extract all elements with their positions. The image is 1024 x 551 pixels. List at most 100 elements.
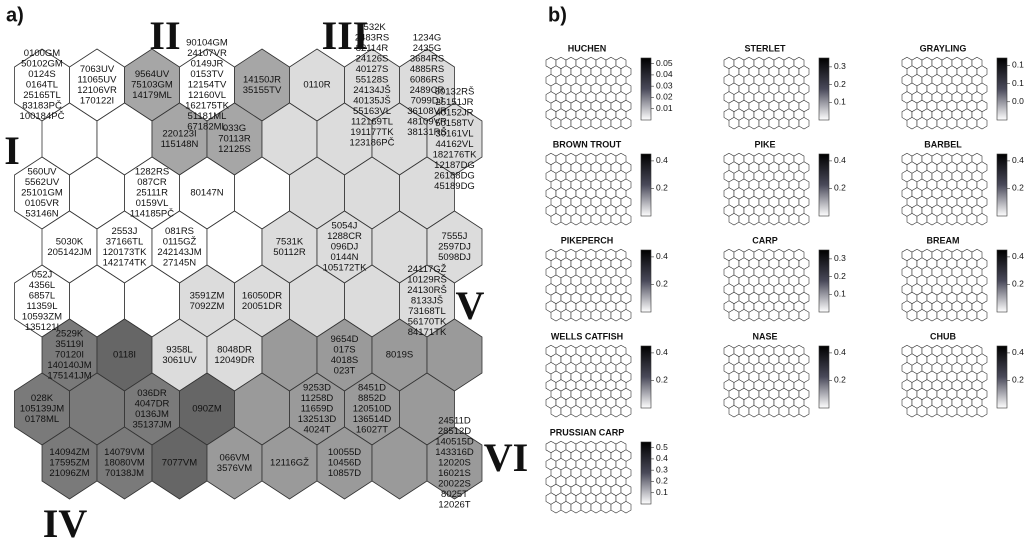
mini-hex	[966, 213, 978, 226]
site-label: 16021S	[438, 468, 471, 479]
cluster-label: IV	[43, 501, 88, 546]
colorbar-tick-label: 0.2	[834, 79, 846, 89]
site-label: 142174TK	[103, 257, 148, 268]
colorbar-tick-label: 0.03	[656, 80, 673, 90]
site-label: 9358L	[166, 344, 192, 355]
site-label: 14150JR	[243, 74, 281, 85]
mini-hex	[936, 309, 948, 322]
site-label: 10593ZM	[22, 311, 62, 322]
site-label: 56170TK	[408, 317, 447, 328]
site-label: 023T	[334, 365, 356, 376]
site-label: 3061UV	[162, 355, 197, 366]
mini-hex	[560, 501, 572, 514]
colorbar-tick-label: 0.2	[656, 375, 668, 385]
site-label: 44162VL	[435, 139, 473, 150]
site-label: 4024T	[304, 425, 331, 436]
mini-hex	[906, 213, 918, 226]
site-label: 5562UV	[25, 177, 60, 188]
mini-hex	[590, 501, 602, 514]
site-label: 12160VL	[188, 90, 226, 101]
site-label: 7077VM	[162, 458, 197, 469]
site-label: 16027T	[356, 425, 388, 436]
mini-hex	[600, 405, 612, 418]
mini-hex	[570, 405, 582, 418]
mini-hex	[936, 213, 948, 226]
mini-hex	[580, 309, 592, 322]
colorbar-tick-label: 0.05	[1012, 96, 1024, 106]
mini-hex	[778, 117, 790, 130]
mini-hex	[758, 405, 770, 418]
site-label: 9654D	[331, 334, 359, 345]
site-label: 25111R	[136, 188, 168, 199]
site-label: 70120I	[55, 350, 84, 361]
som-map: 0100GM50102GM0124S0164TL25165TL83183PČ10…	[14, 22, 483, 511]
site-label: 143316D	[435, 447, 474, 458]
mini-hex	[966, 117, 978, 130]
site-label: 24511D	[438, 416, 471, 427]
site-label: 73168TL	[408, 306, 446, 317]
colorbar	[818, 153, 830, 217]
mini-hex	[570, 117, 582, 130]
site-label: 112169TL	[351, 116, 393, 127]
site-label: 9564UV	[135, 69, 170, 80]
site-label: 12026T	[438, 500, 470, 511]
mini-hex	[778, 405, 790, 418]
site-label: 036DR	[137, 388, 167, 399]
site-label: 12020S	[438, 458, 471, 469]
site-label: 0149JR	[191, 59, 224, 70]
map-title: PIKEPERCH	[561, 235, 614, 245]
site-label: 55128S	[356, 74, 389, 85]
site-label: 105172TK	[323, 263, 368, 274]
mini-hex	[560, 309, 572, 322]
mini-hex	[768, 309, 780, 322]
site-label: 12154TV	[188, 80, 227, 91]
cluster-label: III	[322, 13, 369, 58]
site-label: 2553J	[112, 226, 138, 237]
colorbar-tick-label: 0.1	[834, 97, 846, 107]
mini-hex	[570, 501, 582, 514]
mini-hex	[580, 405, 592, 418]
site-label: 67182ML	[187, 122, 227, 133]
mini-hex	[600, 309, 612, 322]
site-label: 35155TV	[243, 85, 282, 96]
colorbar-tick-label: 0.4	[834, 155, 846, 165]
site-label: 16050DR	[242, 290, 282, 301]
site-label: 10129RŠ	[407, 275, 447, 286]
site-label: 5054J	[332, 221, 358, 232]
site-label: 0115GŽ	[163, 236, 197, 247]
site-label: 8133JŠ	[411, 296, 443, 307]
colorbar-tick-label: 0.4	[1012, 251, 1024, 261]
site-label: 24130RŠ	[407, 285, 447, 296]
colorbar-tick-label: 0.4	[656, 453, 668, 463]
site-label: 8048DR	[217, 344, 252, 355]
mini-hex	[768, 213, 780, 226]
site-label: 20051DR	[242, 301, 282, 312]
site-label: 3591ZM	[190, 290, 225, 301]
colorbar	[640, 153, 652, 217]
site-label: 14079VM	[104, 447, 145, 458]
mini-hex	[966, 309, 978, 322]
site-label: 052J	[32, 269, 53, 280]
site-label: 70113R	[218, 134, 251, 145]
map-title: STERLET	[744, 43, 786, 53]
site-label: 30161VL	[435, 128, 473, 139]
site-label: 12106VR	[77, 85, 117, 96]
mini-hex	[550, 309, 562, 322]
site-label: 10456D	[328, 458, 361, 469]
site-label: 82114R	[356, 43, 389, 54]
colorbar-tick-label: 0.1	[834, 289, 846, 299]
site-label: 115148N	[161, 139, 199, 150]
site-label: 12125S	[218, 144, 251, 155]
colorbar-tick-label: 0.4	[656, 347, 668, 357]
cluster-label: I	[4, 128, 20, 173]
mini-hex	[738, 117, 750, 130]
mini-hex	[620, 213, 632, 226]
site-label: 191177TK	[350, 127, 394, 138]
site-label: 066VM	[219, 452, 249, 463]
colorbar	[640, 345, 652, 409]
site-label: 40135JŠ	[353, 95, 391, 106]
site-label: 45189DG	[434, 181, 475, 192]
map-title: BARBEL	[924, 139, 962, 149]
map-title: PIKE	[754, 139, 775, 149]
site-label: 105139JM	[20, 404, 64, 415]
